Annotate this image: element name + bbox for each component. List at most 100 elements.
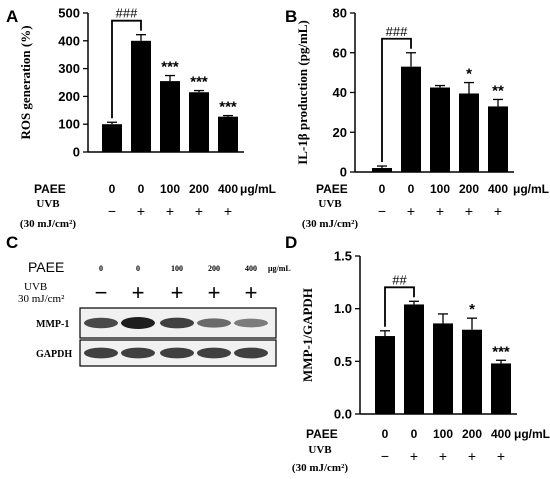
blot-dose-label: 100 bbox=[171, 264, 183, 273]
uvb-sign: + bbox=[439, 448, 447, 464]
y-tick-label: 400 bbox=[58, 33, 80, 48]
blot-unit-label: μg/mL bbox=[268, 264, 291, 273]
significance-marker: *** bbox=[219, 99, 237, 116]
significance-marker: *** bbox=[190, 74, 208, 91]
comparison-bracket bbox=[384, 286, 415, 327]
y-tick-label: 0.0 bbox=[334, 407, 352, 422]
bar bbox=[160, 81, 180, 152]
chart-a: 0 100 200 300 400 500 ROS generation (%) *** ***… bbox=[18, 6, 276, 231]
uvb-sign: + bbox=[436, 203, 444, 219]
unit-label: μg/mL bbox=[514, 427, 550, 441]
uvb-sign: + bbox=[497, 448, 505, 464]
uvb-sign: + bbox=[468, 448, 476, 464]
uvb-dose-label: (30 mJ/cm²) bbox=[302, 218, 358, 230]
blot-uvb-sign: + bbox=[171, 280, 184, 305]
blot-band bbox=[84, 347, 118, 359]
blot-dose-label: 0 bbox=[136, 264, 140, 273]
bar bbox=[375, 336, 395, 414]
unit-label: μg/mL bbox=[513, 182, 549, 196]
dose-label: 400 bbox=[491, 427, 511, 441]
uvb-sign: + bbox=[465, 203, 473, 219]
uvb-sign: + bbox=[494, 203, 502, 219]
blot-band bbox=[197, 347, 231, 359]
y-tick-label: 1.5 bbox=[334, 249, 352, 264]
y-tick-label: 80 bbox=[333, 6, 347, 21]
significance-marker: * bbox=[469, 301, 475, 318]
blot-uvb-sign: + bbox=[245, 280, 258, 305]
bar bbox=[433, 323, 453, 414]
y-tick-label: 20 bbox=[333, 125, 347, 140]
bar bbox=[459, 93, 479, 172]
blot-band bbox=[234, 318, 268, 328]
dose-label: 0 bbox=[411, 427, 418, 441]
uvb-sign: − bbox=[381, 448, 389, 464]
dose-label: 0 bbox=[138, 182, 145, 196]
dose-label: 400 bbox=[218, 182, 238, 196]
panel-label-a: A bbox=[6, 7, 18, 26]
y-tick-label: 1.0 bbox=[334, 301, 352, 316]
bar bbox=[404, 304, 424, 414]
blot-band bbox=[197, 318, 231, 328]
y-tick-label: 500 bbox=[58, 6, 80, 21]
uvb-label: UVB bbox=[36, 198, 60, 210]
bar bbox=[401, 66, 421, 172]
uvb-label: UVB bbox=[318, 198, 342, 210]
dose-label: 200 bbox=[462, 427, 482, 441]
dose-label: 100 bbox=[160, 182, 180, 196]
y-tick-label: 100 bbox=[58, 117, 80, 132]
significance-marker: *** bbox=[161, 59, 179, 76]
bar bbox=[131, 40, 151, 152]
paee-label: PAEE bbox=[34, 182, 66, 196]
blot-row-label: GAPDH bbox=[36, 349, 72, 360]
blot-band bbox=[160, 347, 194, 359]
uvb-dose-label: (30 mJ/cm²) bbox=[292, 462, 348, 474]
dose-label: 100 bbox=[430, 182, 450, 196]
significance-marker: * bbox=[466, 66, 472, 83]
uvb-sign: − bbox=[378, 203, 386, 219]
bar bbox=[462, 329, 482, 414]
blot-band bbox=[160, 317, 194, 329]
blot-band bbox=[121, 317, 155, 329]
blot-paee-label: PAEE bbox=[28, 259, 64, 275]
dose-label: 200 bbox=[459, 182, 479, 196]
bar bbox=[189, 92, 209, 152]
blot-row-label: MMP-1 bbox=[36, 319, 69, 330]
blot-uvb-sign: − bbox=[95, 280, 108, 305]
uvb-sign: + bbox=[195, 203, 203, 219]
significance-marker: *** bbox=[492, 343, 510, 360]
uvb-label: UVB bbox=[308, 444, 332, 456]
blot-band bbox=[234, 347, 268, 359]
dose-label: 0 bbox=[382, 427, 389, 441]
significance-marker: ** bbox=[492, 82, 504, 99]
comparison-bracket bbox=[111, 19, 142, 119]
y-axis-label: IL-1β production (pg/mL) bbox=[295, 20, 310, 165]
dose-label: 100 bbox=[433, 427, 453, 441]
y-tick-label: 40 bbox=[333, 85, 347, 100]
bracket-significance: ## bbox=[392, 272, 407, 287]
y-tick-label: 0 bbox=[73, 145, 80, 160]
panel-label-b: B bbox=[285, 7, 297, 26]
uvb-sign: + bbox=[407, 203, 415, 219]
panel-label-c: C bbox=[6, 233, 18, 252]
blot-dose-label: 200 bbox=[208, 264, 220, 273]
bar bbox=[430, 87, 450, 172]
blot-uvb-dose-label: 30 mJ/cm² bbox=[18, 293, 65, 305]
y-tick-label: 200 bbox=[58, 89, 80, 104]
blot-dose-label: 0 bbox=[99, 264, 103, 273]
bracket-significance: ### bbox=[116, 6, 138, 21]
blot-uvb-sign: + bbox=[132, 280, 145, 305]
y-tick-label: 0.5 bbox=[334, 354, 352, 369]
dose-label: 400 bbox=[488, 182, 508, 196]
bar bbox=[218, 116, 238, 152]
unit-label: μg/mL bbox=[240, 182, 276, 196]
uvb-sign: + bbox=[224, 203, 232, 219]
blot-uvb-sign: + bbox=[208, 280, 221, 305]
dose-label: 0 bbox=[379, 182, 386, 196]
uvb-dose-label: (30 mJ/cm²) bbox=[20, 218, 76, 230]
bar bbox=[488, 106, 508, 172]
dose-label: 200 bbox=[189, 182, 209, 196]
y-axis-label: ROS generation (%) bbox=[18, 25, 33, 139]
